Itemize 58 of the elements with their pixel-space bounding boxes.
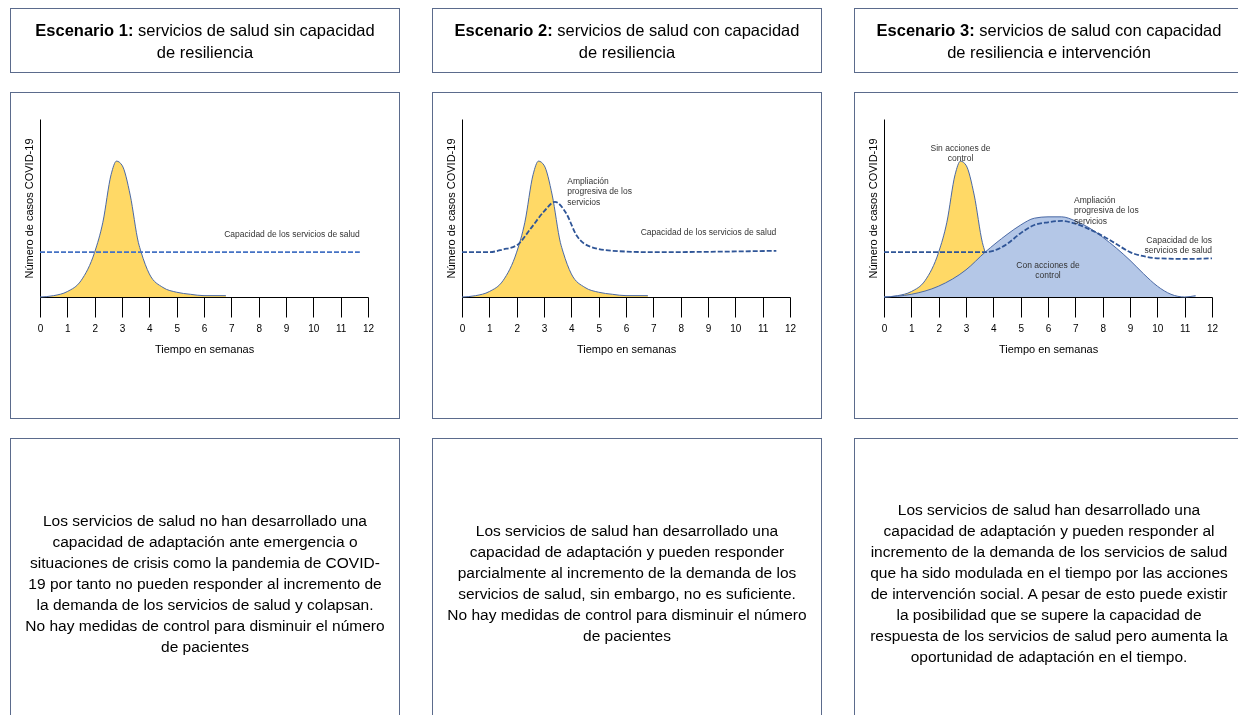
x-tick-label: 2 (92, 322, 99, 334)
x-tick-label: 0 (459, 322, 466, 334)
chart-title: Escenario 3: servicios de salud con capacidad de resiliencia e intervención (875, 19, 1223, 63)
x-tick-label: 10 (730, 322, 742, 334)
y-axis-title: Número de casos COVID-19 (444, 138, 457, 279)
x-tick-label: 12 (362, 322, 375, 334)
x-tick-label: 2 (514, 322, 521, 334)
x-tick-label: 5 (596, 322, 603, 334)
x-tick-label: 1 (65, 322, 72, 334)
x-tick-label: 0 (37, 322, 44, 334)
text: Los servicios de salud han desarrollado una capacidad de adaptación y pueden responder parcialmente al incremento de la demanda de los servicios de salud, sin embargo, no es suficiente. No hay medidas de control para disminuir el número de pacientes (432, 438, 822, 715)
x-tick-label: 12 (784, 322, 797, 334)
x-tick-label: 9 (705, 322, 712, 334)
x-tick-label: 7 (651, 322, 658, 334)
x-tick-label: 0 (881, 322, 888, 334)
x-tick-label: 1 (487, 322, 494, 334)
x-tick-label: 4 (991, 322, 998, 334)
x-tick-label: 3 (963, 322, 970, 334)
x-tick-label: 7 (1073, 322, 1080, 334)
series-label: Sin acciones de control (930, 142, 991, 164)
x-tick-label: 7 (229, 322, 236, 334)
text: Los servicios de salud no han desarrollado una capacidad de adaptación ante emergencia o situaciones de crisis como la pandemia de COVID-19 por tanto no pueden responder al incremento de la demanda de los servicios de salud y colapsan. No hay medidas de control para disminuir el número de pacientes (10, 438, 400, 715)
x-tick-label: 3 (119, 322, 126, 334)
x-tick-label: 10 (1152, 322, 1164, 334)
x-tick-label: 11 (335, 322, 347, 334)
text: Los servicios de salud han desarrollado una capacidad de adaptación y pueden responder al incremento de la demanda de los servicios de salud que ha sido modulada en el tiempo por las acciones de intervención social. A pesar de esto puede existir la posibilidad que se supere la capacidad de respuesta de los servicios de salud pero aumenta la oportunidad de adaptación en el tiempo. (854, 438, 1238, 715)
y-axis-title: Número de casos COVID-19 (866, 138, 879, 279)
x-tick-label: 11 (1179, 322, 1191, 334)
series-label: Con acciones de control (1016, 259, 1080, 281)
x-tick-label: 5 (1018, 322, 1025, 334)
x-tick-label: 8 (256, 322, 263, 334)
series-label: Capacidad de los servicios de salud (640, 227, 777, 238)
y-axis-title: Número de casos COVID-19 (22, 138, 35, 279)
x-tick-label: 6 (201, 322, 208, 334)
x-tick-label: 5 (174, 322, 181, 334)
x-tick-label: 6 (623, 322, 630, 334)
annotation: Ampliación progresiva de los servicios (567, 175, 632, 207)
annotation: Ampliación progresiva de los servicios (1073, 194, 1139, 226)
x-tick-label: 10 (308, 322, 320, 334)
x-axis-title: Tiempo en semanas (154, 342, 255, 355)
series-label: Capacidad de los servicios de salud (1144, 234, 1213, 256)
x-tick-label: 8 (678, 322, 685, 334)
x-axis-title: Tiempo en semanas (576, 342, 677, 355)
x-tick-label: 8 (1100, 322, 1107, 334)
x-tick-label: 9 (1127, 322, 1134, 334)
x-tick-label: 6 (1045, 322, 1052, 334)
x-tick-label: 11 (757, 322, 769, 334)
x-axis-title: Tiempo en semanas (998, 342, 1099, 355)
x-tick-label: 9 (283, 322, 290, 334)
chart-title: Escenario 2: servicios de salud con capacidad de resiliencia (453, 19, 801, 63)
x-tick-label: 4 (147, 322, 154, 334)
x-tick-label: 4 (569, 322, 576, 334)
chart-title: Escenario 1: servicios de salud sin capacidad de resiliencia (34, 19, 376, 63)
x-tick-label: 2 (936, 322, 943, 334)
series-label: Capacidad de los servicios de salud (224, 228, 361, 239)
x-tick-label: 12 (1206, 322, 1219, 334)
x-tick-label: 3 (541, 322, 548, 334)
x-tick-label: 1 (909, 322, 916, 334)
